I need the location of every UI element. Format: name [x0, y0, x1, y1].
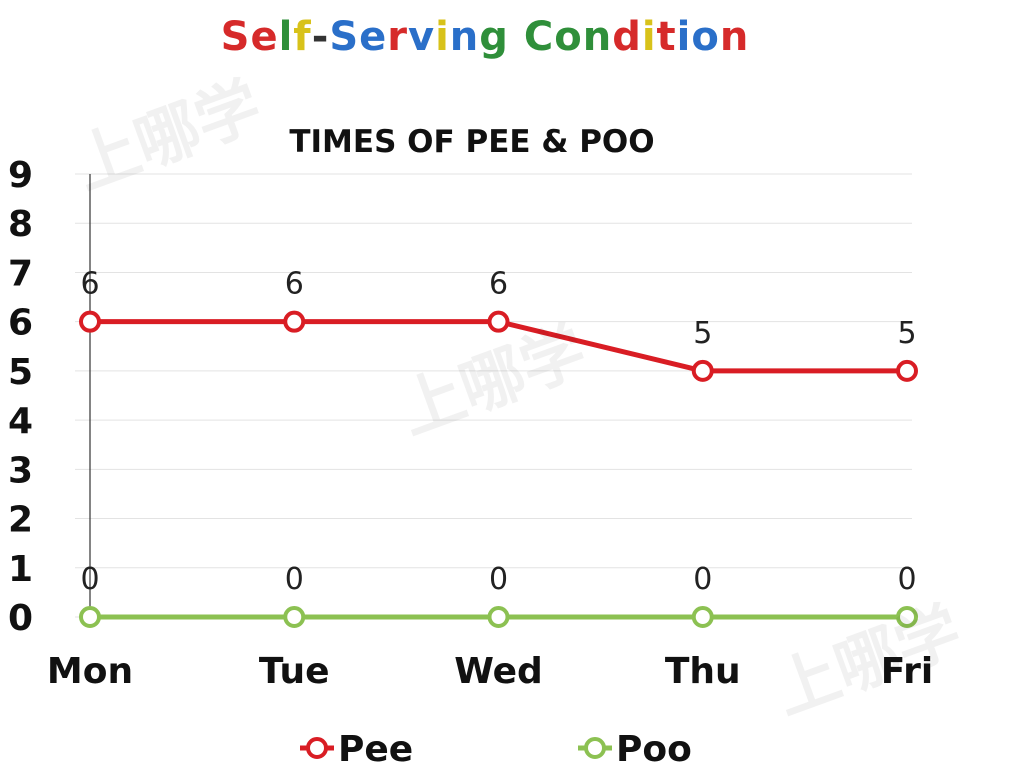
y-tick-label: 8: [8, 204, 33, 245]
main-title: Self-Serving Condition: [0, 14, 970, 60]
chart-title: TIMES OF PEE & POO: [289, 124, 654, 160]
y-tick-label: 4: [8, 401, 33, 442]
legend-label: Poo: [616, 729, 692, 770]
title-letter: t: [656, 14, 677, 60]
title-letter: n: [719, 14, 750, 60]
title-letter: e: [250, 14, 279, 60]
title-letter: C: [523, 14, 555, 60]
x-tick-label: Thu: [665, 651, 741, 692]
title-letter: S: [220, 14, 251, 60]
data-point: [283, 310, 306, 333]
x-tick-label: Tue: [259, 651, 330, 692]
legend-item-pee: Pee: [300, 729, 413, 770]
gridlines: [75, 173, 912, 618]
data-point: [896, 359, 918, 382]
data-point: [487, 606, 510, 628]
series-layer: 6 6 6 5 5 0 0 0 0 0: [79, 267, 918, 628]
title-letter: i: [676, 14, 692, 60]
data-label: 0: [489, 562, 508, 597]
legend-marker: [306, 737, 328, 759]
data-point: [691, 606, 714, 628]
legend: Pee Poo: [300, 729, 692, 770]
y-tick-label: 2: [8, 500, 33, 541]
y-tick-label: 6: [8, 303, 33, 344]
x-tick-label: Fri: [881, 651, 933, 692]
title-letter: e: [359, 14, 388, 60]
x-tick-label: Wed: [454, 651, 543, 692]
title-letter: v: [408, 14, 436, 60]
legend-item-poo: Poo: [578, 729, 692, 770]
y-tick-label: 0: [8, 598, 33, 639]
data-point: [487, 310, 510, 333]
title-letter: r: [387, 14, 408, 60]
data-label: 0: [693, 562, 712, 597]
data-label: 0: [80, 562, 99, 597]
series-pee: 6 6 6 5 5: [79, 267, 918, 382]
legend-label: Pee: [338, 729, 413, 770]
y-tick-label: 9: [8, 155, 33, 196]
x-tick-label: Mon: [47, 651, 133, 692]
data-point: [79, 606, 101, 628]
title-letter: i: [641, 14, 657, 60]
title-letter: d: [612, 14, 642, 60]
y-tick-label: 1: [8, 549, 33, 590]
series-poo: 0 0 0 0 0: [79, 562, 918, 628]
title-letter: S: [329, 14, 360, 60]
y-tick-label: 3: [8, 450, 33, 491]
data-point: [896, 606, 918, 628]
y-axis-ticks: 0 1 2 3 4 5 6 7 8 9: [8, 155, 33, 639]
data-label: 6: [489, 267, 508, 302]
title-letter: l: [278, 14, 294, 60]
y-tick-label: 5: [8, 352, 33, 393]
title-letter: g: [479, 14, 509, 60]
legend-marker: [584, 737, 606, 759]
title-letter: f: [293, 14, 312, 60]
x-axis-ticks: Mon Tue Wed Thu Fri: [47, 651, 933, 692]
data-label: 5: [693, 316, 712, 351]
data-point: [79, 310, 101, 333]
data-point: [691, 359, 714, 382]
title-letter: n: [449, 14, 480, 60]
data-label: 6: [80, 267, 99, 302]
title-letter: i: [435, 14, 450, 60]
data-label: 6: [285, 267, 304, 302]
title-letter: -: [311, 14, 330, 60]
title-letter: o: [554, 14, 583, 60]
y-tick-label: 7: [8, 253, 33, 294]
data-point: [283, 606, 306, 628]
title-letter: n: [582, 14, 613, 60]
data-label: 5: [897, 316, 916, 351]
data-label: 0: [897, 562, 916, 597]
data-label: 0: [285, 562, 304, 597]
title-letter: o: [691, 14, 720, 60]
